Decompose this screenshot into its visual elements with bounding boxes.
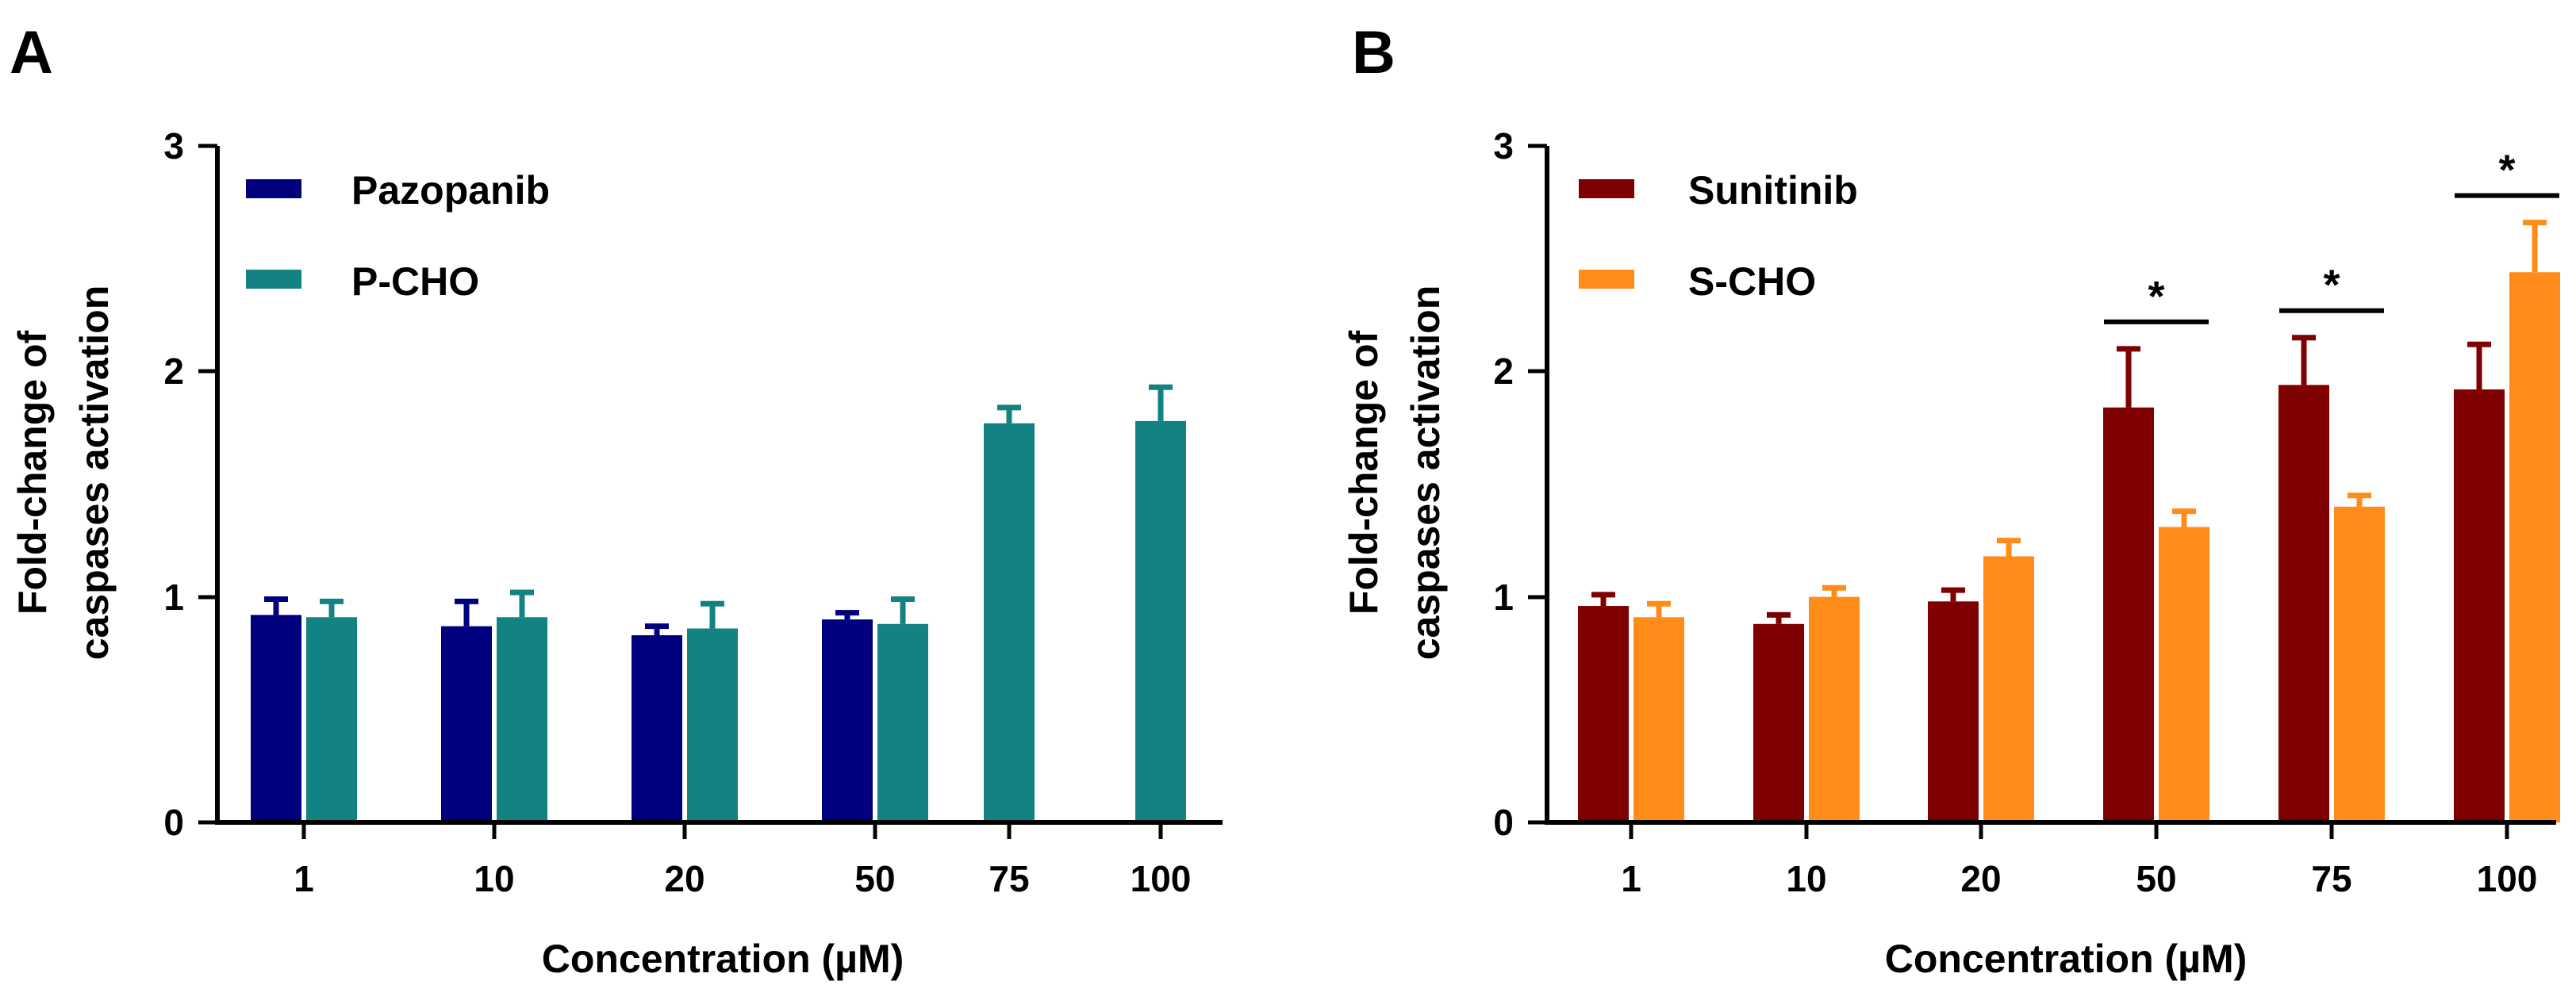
x-tick-label: 75 [989, 858, 1029, 899]
bar-sunitinib-1 [1578, 606, 1629, 822]
y-tick-label: 1 [1493, 577, 1514, 618]
x-tick-labels: 1 10 20 50 75 100 [1621, 858, 2537, 899]
x-tick-label: 100 [1131, 858, 1192, 899]
x-tick-label: 1 [294, 858, 314, 899]
bar-pazopanib-10 [441, 626, 492, 822]
legend-label: S-CHO [1688, 259, 1816, 304]
y-tick-label: 0 [1493, 802, 1514, 843]
bar-p-cho-10 [497, 617, 547, 822]
panel-label-b: B [1352, 19, 1395, 86]
y-tick-labels: 0 1 2 3 [163, 125, 184, 843]
x-axis [1545, 820, 2556, 839]
bar-pazopanib-1 [251, 615, 301, 822]
x-axis-label: Concentration (µM) [1885, 937, 2248, 981]
legend-label: Sunitinib [1688, 168, 1858, 213]
y-tick-label: 3 [1493, 125, 1514, 167]
bar-pazopanib-50 [822, 619, 873, 822]
bar-s-cho-10 [1809, 596, 1860, 822]
bar-s-cho-75 [2334, 506, 2385, 822]
y-tick-label: 1 [163, 577, 184, 618]
bar-sunitinib-100 [2454, 389, 2505, 822]
y-axis-label-line1: Fold-change of [10, 331, 55, 615]
error-bars [264, 384, 1173, 636]
panel-b: B Fold-change of caspases activation 0 1… [1342, 19, 2560, 981]
y-axis [1528, 144, 1549, 825]
x-tick-label: 50 [854, 858, 895, 899]
bar-p-cho-50 [877, 623, 928, 822]
bar-sunitinib-10 [1753, 623, 1804, 822]
x-tick-label: 50 [2136, 858, 2176, 899]
legend-swatch-sunitinib [1579, 179, 1634, 198]
legend-swatch-pazopanib [246, 179, 301, 198]
bar-sunitinib-20 [1928, 601, 1979, 822]
y-axis-label-line1: Fold-change of [1342, 331, 1386, 615]
x-axis [215, 820, 1223, 839]
bar-sunitinib-50 [2103, 407, 2154, 822]
x-axis-label: Concentration (µM) [542, 937, 904, 981]
significance-asterisk-100: * [2498, 147, 2515, 194]
x-tick-label: 75 [2311, 858, 2351, 899]
y-tick-labels: 0 1 2 3 [1493, 125, 1514, 843]
bar-p-cho-100 [1135, 420, 1186, 822]
x-tick-label: 100 [2477, 858, 2538, 899]
bar-sunitinib-75 [2278, 385, 2329, 823]
bar-s-cho-1 [1634, 617, 1684, 822]
bar-s-cho-100 [2509, 272, 2560, 822]
legend-label: Pazopanib [351, 168, 550, 213]
significance-markers: * * * [2104, 147, 2559, 324]
y-axis-label-line2: caspases activation [72, 285, 117, 661]
legend-swatch-s-cho [1579, 270, 1634, 289]
legend: Pazopanib P-CHO [246, 168, 550, 304]
bar-p-cho-1 [306, 617, 357, 822]
y-tick-label: 0 [163, 802, 184, 843]
bar-s-cho-20 [1983, 556, 2034, 822]
x-tick-labels: 1 10 20 50 75 100 [294, 858, 1191, 899]
x-tick-label: 10 [1786, 858, 1826, 899]
bar-p-cho-75 [984, 423, 1035, 822]
y-tick-label: 2 [163, 351, 184, 392]
bars [1578, 272, 2560, 823]
bars [251, 420, 1186, 822]
bar-pazopanib-20 [632, 635, 682, 822]
bar-p-cho-20 [687, 628, 738, 822]
bar-s-cho-50 [2159, 527, 2209, 822]
significance-asterisk-75: * [2323, 262, 2340, 309]
x-tick-label: 20 [664, 858, 704, 899]
significance-asterisk-50: * [2148, 273, 2164, 320]
panel-a: A Fold-change of caspases activation 0 1… [10, 19, 1223, 981]
legend-swatch-p-cho [246, 270, 301, 289]
x-tick-label: 20 [1960, 858, 2001, 899]
legend: Sunitinib S-CHO [1579, 168, 1858, 304]
x-tick-label: 10 [474, 858, 514, 899]
error-bars [1591, 220, 2547, 624]
x-tick-label: 1 [1621, 858, 1641, 899]
y-tick-label: 2 [1493, 351, 1514, 392]
y-tick-label: 3 [163, 125, 184, 167]
y-axis-label-line2: caspases activation [1403, 285, 1448, 661]
panel-label-a: A [10, 19, 53, 86]
y-axis [198, 144, 220, 825]
legend-label: P-CHO [351, 259, 479, 304]
